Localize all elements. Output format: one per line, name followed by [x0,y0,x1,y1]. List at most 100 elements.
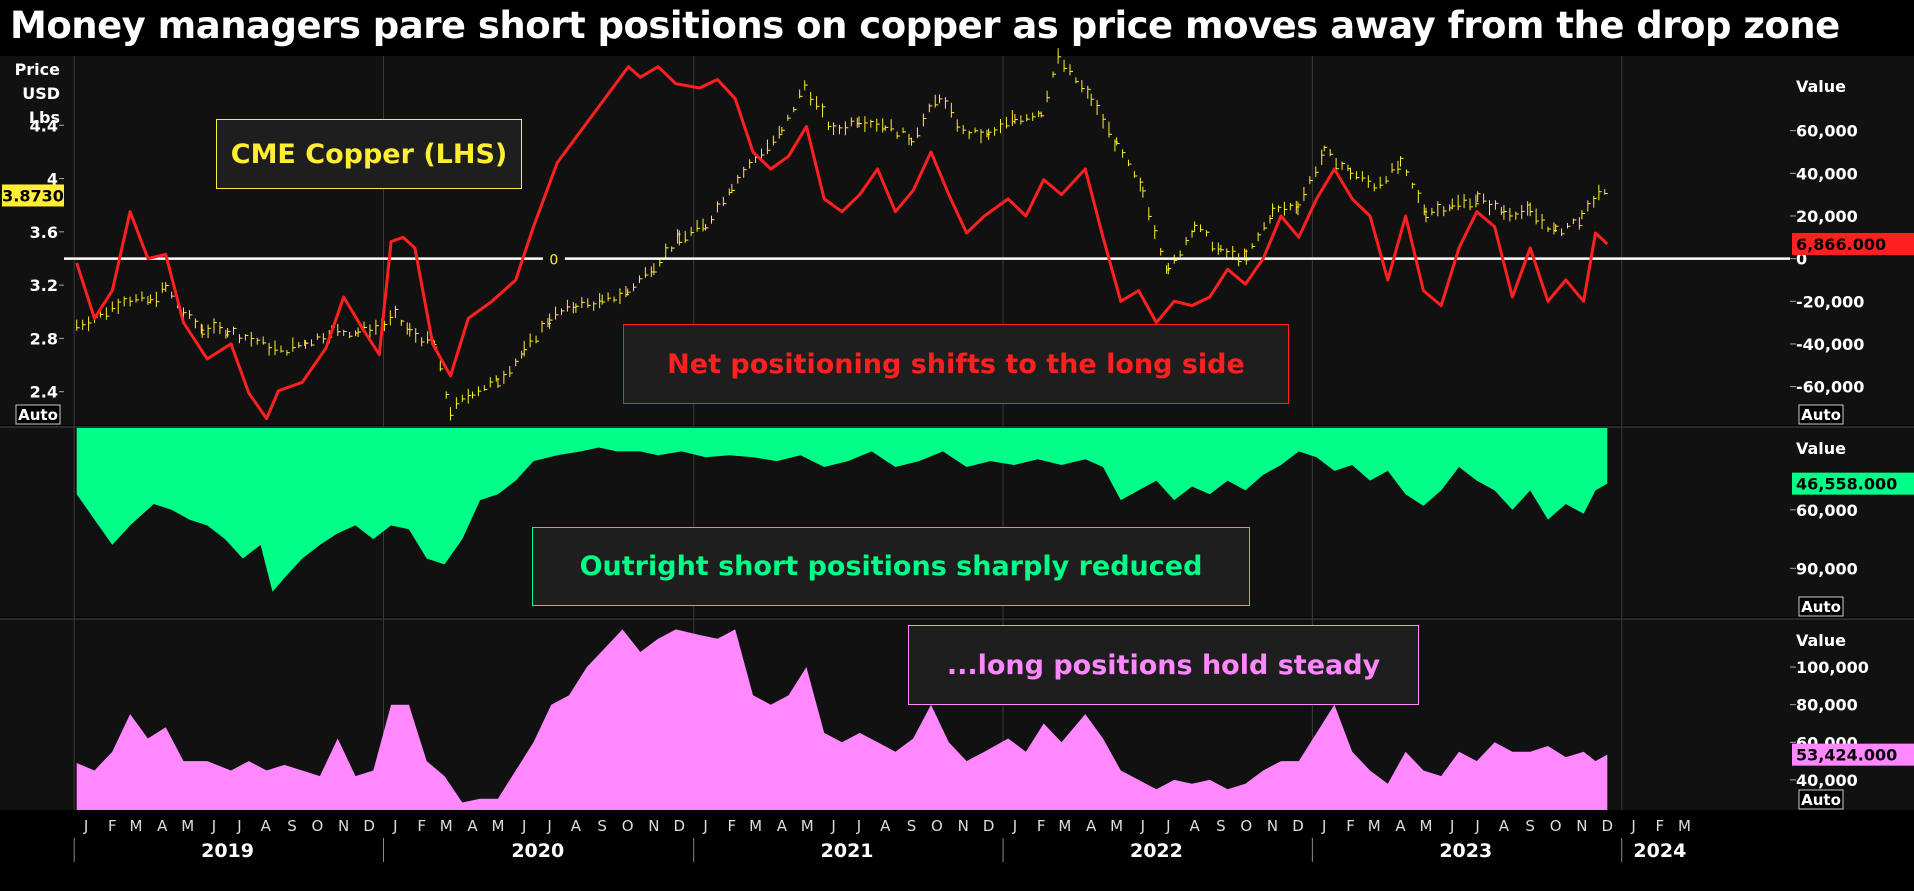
month-tick-label: M [1110,817,1123,835]
right-scale-label: Auto [1801,406,1841,424]
bot-axis-tick-label: 100,000 [1796,658,1869,677]
month-tick-label: M [1058,817,1071,835]
right-axis-tick-label: 0 [1796,250,1807,269]
month-tick-label: M [491,817,504,835]
year-tick-label: 2024 [1633,840,1686,862]
month-tick-label: O [931,817,943,835]
long-positions-area [76,629,1608,810]
month-tick-label: F [1037,817,1046,835]
month-tick-label: O [622,817,634,835]
month-tick-label: O [1240,817,1252,835]
month-tick-label: D [363,817,375,835]
left-axis-tick-label: 2.4 [30,383,58,402]
month-tick-label: J [392,817,397,835]
right-axis-tick-label: -20,000 [1796,292,1864,311]
left-scale-label: Auto [18,406,58,424]
month-tick-label: J [1474,817,1479,835]
copper-series [76,48,1608,421]
month-tick-label: J [236,817,241,835]
mid-current-value: 46,558.000 [1796,475,1897,494]
month-tick-label: S [287,817,297,835]
month-tick-label: M [1419,817,1432,835]
month-tick-label: F [1346,817,1355,835]
month-tick-label: A [157,817,168,835]
month-tick-label: F [728,817,737,835]
month-tick-label: M [130,817,143,835]
month-tick-label: A [1086,817,1097,835]
chart-title: Money managers pare short positions on c… [10,4,1840,47]
month-tick-label: M [801,817,814,835]
month-tick-label: J [1012,817,1017,835]
net-positioning-annotation: Net positioning shifts to the long side [623,324,1289,404]
month-tick-label: N [1267,817,1278,835]
mid-axis-label: Value [1796,439,1846,458]
month-tick-label: S [1525,817,1535,835]
left-axis-tick-label: 2.8 [30,329,58,348]
month-tick-label: D [674,817,686,835]
copper-current-value-badge [2,184,64,207]
month-tick-label: M [440,817,453,835]
bot-scale-label: Auto [1801,791,1841,809]
month-tick-label: J [211,817,216,835]
right-axis-tick-label: 60,000 [1796,122,1858,141]
year-tick-label: 2023 [1439,840,1492,862]
net-positioning-line [75,65,1609,421]
month-tick-label: J [1630,817,1635,835]
short-positions-annotation: Outright short positions sharply reduced [532,527,1250,606]
month-tick-label: N [1576,817,1587,835]
long-positions-annotation: ...long positions hold steady [908,625,1419,705]
month-tick-label: A [571,817,582,835]
month-tick-label: J [702,817,707,835]
right-axis-label: Value [1796,77,1846,96]
month-tick-label: F [108,817,117,835]
left-axis-tick-label: 4 [47,170,58,189]
bot-axis-tick-label: 80,000 [1796,696,1858,715]
mid-axis-tick-label: 60,000 [1796,501,1858,520]
month-tick-label: F [1656,817,1665,835]
bot-axis-label: Value [1796,631,1846,650]
right-axis-tick-label: -60,000 [1796,378,1864,397]
mid-current-value-badge [1792,472,1914,495]
left-axis-tick-label: 3.2 [30,276,58,295]
month-tick-label: A [1395,817,1406,835]
month-tick-label: J [830,817,835,835]
short-positions-area [76,428,1608,592]
month-tick-label: M [1368,817,1381,835]
month-tick-label: D [1292,817,1304,835]
month-tick-label: J [1449,817,1454,835]
month-tick-label: M [749,817,762,835]
net-current-value: 6,866.000 [1796,235,1886,254]
left-axis-label-lbs: Lbs [29,108,60,127]
month-tick-label: A [880,817,891,835]
month-tick-label: S [597,817,607,835]
copper-current-value: 3.8730 [2,186,64,205]
month-tick-label: M [1678,817,1691,835]
bot-scale-badge [1798,789,1844,810]
bot-axis-tick-label: 40,000 [1796,771,1858,790]
month-tick-label: A [261,817,272,835]
right-axis-tick-label: 20,000 [1796,207,1858,226]
year-tick-label: 2021 [821,840,874,862]
month-tick-label: A [1499,817,1510,835]
month-tick-label: A [1189,817,1200,835]
zero-line-label: 0 [549,253,558,269]
left-scale-badge [15,404,61,425]
mid-scale-badge [1798,596,1844,617]
right-axis-tick-label: -40,000 [1796,335,1864,354]
month-tick-label: J [856,817,861,835]
month-tick-label: S [1216,817,1226,835]
month-tick-label: J [521,817,526,835]
net-current-value-badge [1792,232,1914,255]
month-tick-label: J [1140,817,1145,835]
left-axis-tick-label: 3.6 [30,223,58,242]
month-tick-label: A [467,817,478,835]
month-tick-label: A [777,817,788,835]
month-tick-label: J [546,817,551,835]
right-axis-tick-label: 40,000 [1796,164,1858,183]
right-scale-badge [1798,404,1844,425]
year-tick-label: 2019 [201,840,254,862]
mid-scale-label: Auto [1801,598,1841,616]
zero-label-bg [542,248,565,269]
